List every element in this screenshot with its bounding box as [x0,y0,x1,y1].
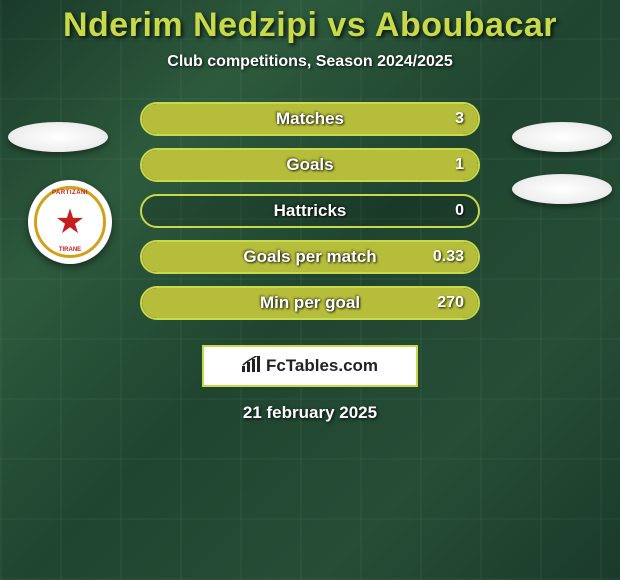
stat-value: 0.33 [433,248,464,266]
page-title: Nderim Nedzipi vs Aboubacar [63,6,557,45]
brand-box[interactable]: FcTables.com [202,345,418,387]
date-label: 21 february 2025 [243,403,377,423]
stat-value: 0 [455,202,464,220]
stat-bar: Goals per match 0.33 [140,240,480,274]
stat-value: 1 [455,156,464,174]
page-subtitle: Club competitions, Season 2024/2025 [167,53,452,71]
stat-row-hattricks: Hattricks 0 [0,193,620,229]
brand-label: FcTables.com [266,356,378,376]
stat-bar: Hattricks 0 [140,194,480,228]
chart-icon [242,356,262,377]
stat-label: Hattricks [274,201,347,221]
stat-label: Matches [276,109,344,129]
stat-value: 270 [437,294,464,312]
stat-bar: Goals 1 [140,148,480,182]
stat-bar: Min per goal 270 [140,286,480,320]
stat-row-goals-per-match: Goals per match 0.33 [0,239,620,275]
stat-label: Goals [286,155,333,175]
stat-label: Min per goal [260,293,360,313]
stat-value: 3 [455,110,464,128]
stat-bar: Matches 3 [140,102,480,136]
stat-row-goals: Goals 1 [0,147,620,183]
stat-row-matches: Matches 3 [0,101,620,137]
stat-row-min-per-goal: Min per goal 270 [0,285,620,321]
stat-label: Goals per match [243,247,376,267]
